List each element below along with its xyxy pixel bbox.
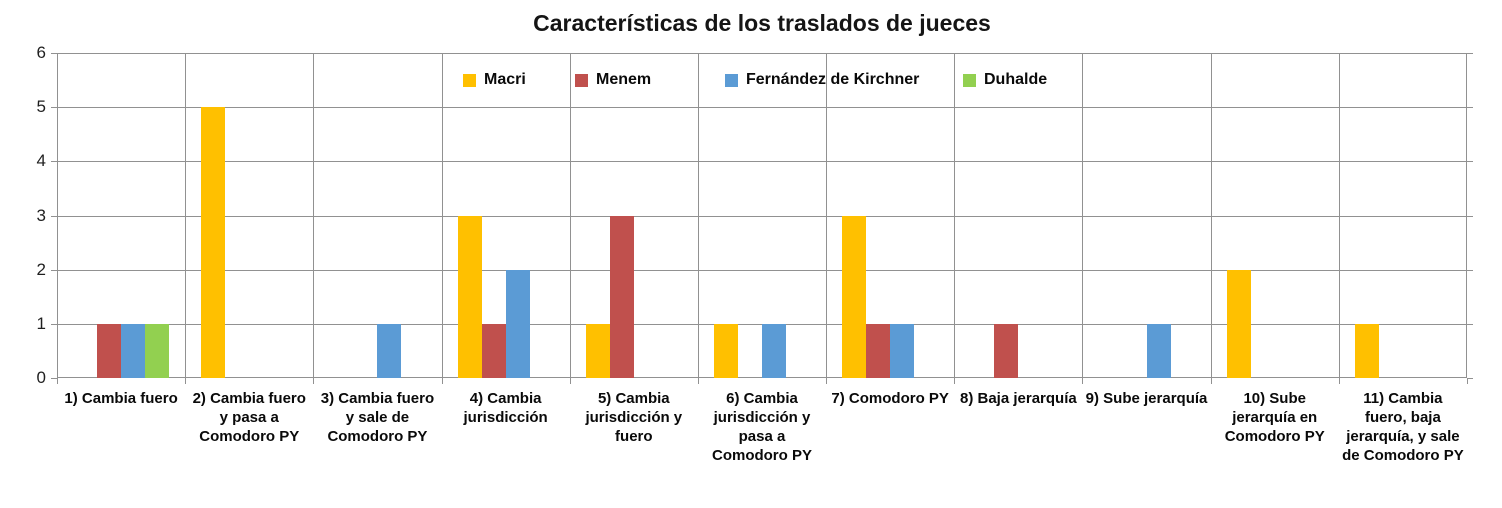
legend-item: Duhalde bbox=[963, 67, 1047, 93]
bar-menem-cat8 bbox=[994, 323, 1019, 378]
chart-title: Características de los traslados de juec… bbox=[533, 10, 991, 36]
v-gridline bbox=[1338, 53, 1340, 378]
y-axis-tick-left bbox=[51, 378, 57, 379]
legend-swatch-menem bbox=[575, 73, 588, 87]
bar-menem-cat5 bbox=[609, 215, 634, 378]
x-category-label: 9) Sube jerarquía bbox=[1085, 390, 1208, 407]
v-gridline bbox=[697, 53, 699, 378]
x-axis-tick bbox=[1338, 378, 1340, 384]
x-axis-tick bbox=[697, 378, 699, 384]
y-axis-tick-right bbox=[1467, 161, 1473, 163]
v-gridline bbox=[1082, 53, 1084, 378]
legend-swatch-duhalde bbox=[963, 73, 976, 87]
x-category-label: 3) Cambia fuero y sale de Comodoro PY bbox=[320, 390, 435, 445]
legend-item: Macri bbox=[463, 67, 526, 93]
y-axis-tick-left bbox=[51, 269, 57, 271]
bar-macri-cat10 bbox=[1226, 269, 1251, 378]
y-axis-tick-left bbox=[51, 53, 57, 54]
x-category-label: 8) Baja jerarquía bbox=[959, 390, 1077, 407]
x-axis-tick bbox=[1210, 378, 1212, 384]
x-category-label: 2) Cambia fuero y pasa a Comodoro PY bbox=[192, 390, 306, 445]
y-axis-tick-left bbox=[51, 323, 57, 325]
y-axis-tick-left bbox=[51, 215, 57, 217]
y-tick-label: 3 bbox=[36, 205, 46, 225]
v-gridline bbox=[826, 53, 828, 378]
bar-menem-cat7 bbox=[866, 323, 891, 378]
x-category-label: 4) Cambia jurisdicción bbox=[463, 390, 548, 426]
legend-label: Macri bbox=[484, 71, 526, 88]
bar-fern-ndez-de-kirchner-cat3 bbox=[377, 323, 402, 378]
x-axis-tick bbox=[57, 378, 58, 384]
legend-item: Fernández de Kirchner bbox=[725, 67, 919, 93]
y-tick-label: 5 bbox=[36, 97, 46, 117]
x-axis-tick bbox=[185, 378, 187, 384]
bar-macri-cat6 bbox=[714, 323, 738, 378]
y-axis-tick-right bbox=[1467, 53, 1473, 54]
legend-swatch-fern-ndez-de-kirchner bbox=[725, 73, 738, 87]
bar-fern-ndez-de-kirchner-cat1 bbox=[121, 323, 146, 378]
y-tick-label: 2 bbox=[36, 259, 46, 279]
bar-fern-ndez-de-kirchner-cat9 bbox=[1146, 323, 1171, 378]
h-gridline bbox=[57, 161, 1467, 163]
legend-label: Fernández de Kirchner bbox=[746, 71, 920, 88]
h-gridline bbox=[57, 269, 1467, 271]
y-axis-tick-right bbox=[1467, 378, 1473, 379]
y-tick-label: 4 bbox=[36, 151, 46, 171]
legend-label: Menem bbox=[596, 71, 652, 88]
legend-label: Duhalde bbox=[984, 71, 1048, 88]
v-gridline bbox=[441, 53, 443, 378]
x-axis-tick bbox=[954, 378, 956, 384]
h-gridline bbox=[57, 215, 1467, 217]
x-axis-tick bbox=[441, 378, 443, 384]
bar-macri-cat4 bbox=[457, 215, 482, 378]
x-category-label: 11) Cambia fuero, baja jerarquía, y sale… bbox=[1342, 390, 1464, 464]
x-axis-tick bbox=[826, 378, 828, 384]
bar-menem-cat1 bbox=[97, 323, 122, 378]
y-tick-label: 1 bbox=[36, 313, 46, 333]
x-category-label: 10) Sube jerarquía en Comodoro PY bbox=[1224, 390, 1325, 445]
bar-macri-cat7 bbox=[842, 215, 867, 378]
v-gridline bbox=[1210, 53, 1212, 378]
bar-fern-ndez-de-kirchner-cat4 bbox=[505, 269, 530, 378]
x-axis-tick bbox=[569, 378, 571, 384]
y-axis-tick-right bbox=[1467, 323, 1473, 325]
v-gridline bbox=[954, 53, 956, 378]
x-axis-tick bbox=[313, 378, 315, 384]
x-category-label: 1) Cambia fuero bbox=[64, 390, 178, 407]
y-tick-label: 6 bbox=[36, 43, 46, 62]
bar-macri-cat5 bbox=[585, 323, 610, 378]
y-axis-tick-left bbox=[51, 161, 57, 163]
x-axis-tick bbox=[1467, 378, 1468, 384]
v-gridline bbox=[569, 53, 571, 378]
legend-swatch-macri bbox=[463, 73, 476, 87]
h-gridline bbox=[57, 107, 1467, 109]
legend-item: Menem bbox=[575, 67, 651, 93]
bar-fern-ndez-de-kirchner-cat7 bbox=[890, 323, 915, 378]
x-category-label: 6) Cambia jurisdicción y pasa a Comodoro… bbox=[711, 390, 812, 464]
y-tick-label: 0 bbox=[36, 368, 46, 387]
bar-duhalde-cat1 bbox=[145, 323, 170, 378]
y-axis-tick-right bbox=[1467, 215, 1473, 217]
y-axis-tick-right bbox=[1467, 269, 1473, 271]
x-category-label: 5) Cambia jurisdicción y fuero bbox=[585, 390, 683, 445]
v-gridline bbox=[185, 53, 187, 378]
bar-macri-cat11 bbox=[1354, 323, 1379, 378]
x-category-label: 7) Comodoro PY bbox=[831, 390, 949, 407]
y-axis-tick-left bbox=[51, 107, 57, 109]
v-gridline bbox=[313, 53, 315, 378]
y-axis-tick-right bbox=[1467, 107, 1473, 109]
bar-menem-cat4 bbox=[481, 323, 506, 378]
bar-fern-ndez-de-kirchner-cat6 bbox=[762, 323, 786, 378]
bar-macri-cat2 bbox=[201, 107, 226, 378]
x-axis-tick bbox=[1082, 378, 1084, 384]
